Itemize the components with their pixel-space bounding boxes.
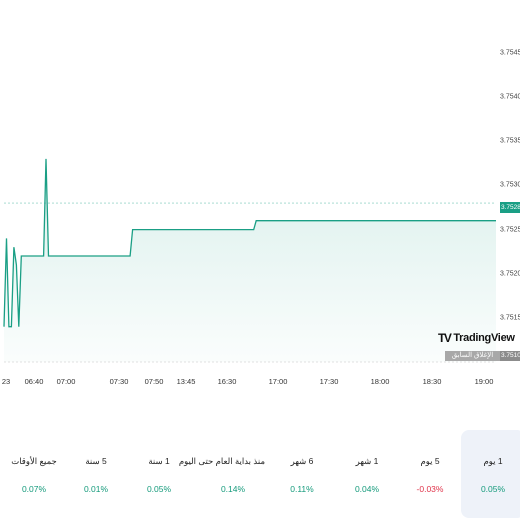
previous-close-badge: 3.751000 <box>500 351 520 361</box>
period-tab[interactable]: 1 سنة 0.05% <box>127 430 191 518</box>
period-label: 1 شهر <box>355 456 379 466</box>
tradingview-logo-text: TradingView <box>453 332 515 344</box>
period-change-value: 0.05% <box>480 484 506 494</box>
period-label: منذ بداية العام حتى اليوم <box>178 456 265 466</box>
price-chart[interactable]: 3.754500 3.754000 3.753500 3.753000 3.752500… <box>0 0 520 400</box>
y-tick-label: 3.751500 <box>500 314 520 322</box>
period-tab[interactable]: 1 شهر 0.04% <box>335 430 399 518</box>
x-tick-label: 17:30 <box>319 377 339 386</box>
period-label: 5 سنة <box>85 456 107 466</box>
tradingview-logo[interactable]: TV TradingView <box>438 331 515 345</box>
period-tab[interactable]: 1 يوم 0.05% <box>461 430 520 518</box>
period-label: 5 يوم <box>420 456 440 466</box>
x-tick-label: 23 <box>1 377 11 386</box>
period-label: 6 شهر <box>290 456 314 466</box>
y-tick-label: 3.753500 <box>500 137 520 145</box>
period-label: جميع الأوقات <box>11 456 57 466</box>
chart-canvas[interactable] <box>0 0 520 400</box>
current-price-badge: 3.752800 <box>500 202 520 213</box>
series-area <box>4 158 496 362</box>
period-change-value: 0.05% <box>146 484 172 494</box>
period-tab[interactable]: 6 شهر 0.11% <box>270 430 334 518</box>
series-line <box>3 158 496 328</box>
x-tick-label: 13:45 <box>176 377 196 386</box>
x-tick-label: 07:00 <box>56 377 76 386</box>
period-change-value: -0.03% <box>416 484 444 494</box>
period-change-value: 0.07% <box>21 484 47 494</box>
y-tick-label: 3.754000 <box>500 93 520 101</box>
x-tick-label: 17:00 <box>268 377 288 386</box>
period-change-value: 0.11% <box>290 484 314 494</box>
period-label: 1 سنة <box>148 456 170 466</box>
period-tab[interactable]: 5 يوم -0.03% <box>398 430 462 518</box>
x-tick-label: 19:00 <box>474 377 494 386</box>
x-tick-label: 06:40 <box>24 377 44 386</box>
tradingview-logo-icon: TV <box>438 331 452 345</box>
period-change-value: 0.04% <box>354 484 380 494</box>
period-tab[interactable]: منذ بداية العام حتى اليوم 0.14% <box>178 430 265 518</box>
x-tick-label: 18:30 <box>422 377 442 386</box>
x-tick-label: 18:00 <box>370 377 390 386</box>
y-tick-label: 3.752500 <box>500 226 520 234</box>
period-change-value: 0.14% <box>220 484 246 494</box>
y-tick-label: 3.754500 <box>500 49 520 57</box>
y-tick-label: 3.752000 <box>500 270 520 278</box>
y-tick-label: 3.753000 <box>500 181 520 189</box>
x-tick-label: 16:30 <box>217 377 237 386</box>
period-tab[interactable]: جميع الأوقات 0.07% <box>2 430 66 518</box>
previous-close-caption: الإغلاق السابق <box>445 351 500 361</box>
x-tick-label: 07:50 <box>144 377 164 386</box>
period-tab[interactable]: 5 سنة 0.01% <box>64 430 128 518</box>
period-selector: 1 يوم 0.05% 5 يوم -0.03% 1 شهر 0.04% 6 شهر 0.11… <box>0 430 520 520</box>
period-change-value: 0.01% <box>83 484 109 494</box>
x-tick-label: 07:30 <box>109 377 129 386</box>
period-label: 1 يوم <box>483 456 503 466</box>
